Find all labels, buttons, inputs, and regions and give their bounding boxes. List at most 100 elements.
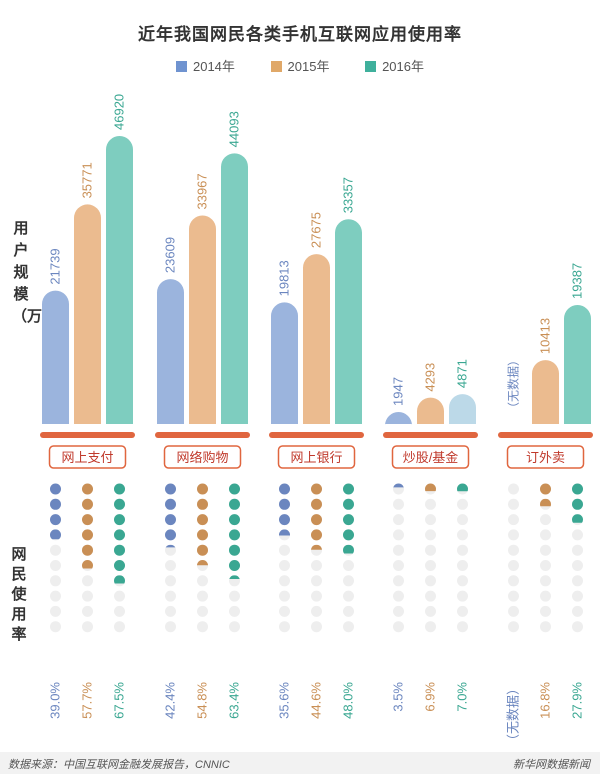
rate-dot-partial-1-0-4 bbox=[165, 544, 176, 548]
rate-dot-0-2-1 bbox=[114, 498, 125, 510]
rate-dot-bg-0-1-8 bbox=[82, 605, 93, 617]
rate-dot-bg-3-0-2 bbox=[393, 514, 404, 526]
rate-dot-1-1-1 bbox=[197, 498, 208, 510]
category-label-2: 网上银行 bbox=[290, 450, 342, 465]
rate-dot-bg-4-2-6 bbox=[572, 575, 583, 587]
rate-dot-bg-3-1-4 bbox=[425, 544, 436, 556]
rate-dot-bg-2-2-6 bbox=[343, 575, 354, 587]
value-label-1-2: 44093 bbox=[227, 111, 242, 147]
rate-label-3-1: 6.9% bbox=[423, 682, 438, 712]
legend-swatch-2015 bbox=[270, 61, 282, 72]
rate-dot-4-2-0 bbox=[572, 483, 583, 495]
value-label-4-0: （无数据） bbox=[506, 354, 521, 414]
rate-label-0-2: 67.5% bbox=[112, 682, 127, 719]
rate-dot-2-1-1 bbox=[311, 498, 322, 510]
rate-dot-bg-1-1-6 bbox=[197, 575, 208, 587]
rate-dot-bg-2-2-9 bbox=[343, 621, 354, 633]
rate-dot-partial-0-0-3 bbox=[50, 529, 61, 540]
rate-label-4-2: 27.9% bbox=[570, 682, 585, 719]
separator-1 bbox=[155, 432, 250, 438]
rate-dot-bg-3-1-7 bbox=[425, 590, 436, 602]
rate-dot-bg-3-2-1 bbox=[457, 498, 468, 510]
rate-dot-bg-3-0-7 bbox=[393, 590, 404, 602]
rate-dot-bg-4-0-6 bbox=[508, 575, 519, 587]
rate-dot-bg-1-0-7 bbox=[165, 590, 176, 602]
rate-dot-bg-3-0-5 bbox=[393, 560, 404, 571]
legend-label-2016: 2016年 bbox=[382, 59, 424, 74]
bar-0-1 bbox=[74, 204, 101, 424]
rate-dot-bg-2-0-8 bbox=[279, 605, 290, 617]
rate-dot-1-0-1 bbox=[165, 498, 176, 510]
rate-dot-1-2-3 bbox=[229, 529, 240, 541]
category-box-1 bbox=[163, 445, 242, 469]
category-label-1: 网络购物 bbox=[176, 450, 228, 465]
rate-dot-bg-2-0-4 bbox=[279, 544, 290, 556]
rate-dot-bg-1-0-6 bbox=[165, 575, 176, 587]
category-box-4 bbox=[506, 445, 585, 469]
rate-dot-partial-3-1-0 bbox=[425, 483, 436, 492]
rate-dot-1-2-5 bbox=[229, 560, 240, 571]
rate-dot-bg-0-0-8 bbox=[50, 605, 61, 617]
rate-dot-1-1-4 bbox=[197, 544, 208, 556]
legend: 2014年 2015年 2016年 bbox=[0, 56, 600, 75]
rate-dot-2-1-3 bbox=[311, 529, 322, 541]
rate-label-4-1: 16.8% bbox=[538, 682, 553, 719]
rate-dot-partial-0-2-6 bbox=[114, 575, 125, 584]
category-box-2 bbox=[277, 445, 356, 469]
rate-dot-bg-3-1-3 bbox=[425, 529, 436, 541]
category-box-0 bbox=[48, 445, 127, 469]
rate-dot-bg-3-1-5 bbox=[425, 560, 436, 571]
rate-dot-bg-4-1-2 bbox=[540, 514, 551, 526]
rate-dot-2-2-1 bbox=[343, 498, 354, 510]
separator-4 bbox=[498, 432, 593, 438]
rate-dot-1-1-3 bbox=[197, 529, 208, 541]
rate-dot-partial-2-0-3 bbox=[279, 529, 290, 536]
rate-dot-0-1-3 bbox=[82, 529, 93, 541]
rate-dot-bg-4-0-3 bbox=[508, 529, 519, 541]
rate-dot-bg-3-2-3 bbox=[457, 529, 468, 541]
rate-label-1-2: 63.4% bbox=[227, 682, 242, 719]
rate-dot-bg-4-0-5 bbox=[508, 560, 519, 571]
rate-dot-bg-0-2-8 bbox=[114, 605, 125, 617]
bar-4-1 bbox=[532, 360, 559, 424]
rate-dot-0-0-2 bbox=[50, 514, 61, 526]
rate-dot-bg-2-1-9 bbox=[311, 621, 322, 633]
category-box-3 bbox=[391, 445, 470, 469]
rate-dot-1-0-0 bbox=[165, 483, 176, 495]
rate-label-2-0: 35.6% bbox=[277, 682, 292, 719]
rate-dot-bg-0-0-7 bbox=[50, 590, 61, 602]
value-label-2-1: 27675 bbox=[309, 212, 324, 248]
rate-dot-0-1-4 bbox=[82, 544, 93, 556]
rate-dot-bg-0-0-6 bbox=[50, 575, 61, 587]
rate-dot-bg-1-1-8 bbox=[197, 605, 208, 617]
bar-1-1 bbox=[189, 215, 216, 424]
bar-2-1 bbox=[303, 254, 330, 424]
rate-dot-partial-2-1-4 bbox=[311, 544, 322, 550]
rate-label-1-0: 42.4% bbox=[163, 682, 178, 719]
rate-label-0-0: 39.0% bbox=[48, 682, 63, 719]
rate-dot-bg-2-1-8 bbox=[311, 605, 322, 617]
rate-dot-1-2-1 bbox=[229, 498, 240, 510]
value-label-3-2: 4871 bbox=[455, 359, 470, 388]
rate-dot-bg-4-1-9 bbox=[540, 621, 551, 633]
value-label-0-2: 46920 bbox=[112, 94, 127, 130]
rate-dot-bg-1-2-7 bbox=[229, 590, 240, 602]
category-label-3: 炒股/基金 bbox=[403, 450, 459, 465]
rate-label-4-0: （无数据） bbox=[506, 682, 521, 747]
value-label-1-0: 23609 bbox=[163, 237, 178, 273]
legend-swatch-2014 bbox=[175, 61, 187, 72]
rate-dot-bg-2-0-7 bbox=[279, 590, 290, 602]
rate-dot-bg-4-2-4 bbox=[572, 544, 583, 556]
rate-dot-bg-1-0-5 bbox=[165, 560, 176, 571]
rate-label-3-0: 3.5% bbox=[391, 682, 406, 712]
value-label-2-0: 19813 bbox=[277, 260, 292, 296]
rate-dot-1-2-4 bbox=[229, 544, 240, 556]
rate-dot-bg-4-0-0 bbox=[508, 483, 519, 495]
rate-dot-bg-4-2-9 bbox=[572, 621, 583, 633]
y-axis-label-scale: 用户规模（万） bbox=[12, 220, 58, 325]
rate-dot-bg-3-0-1 bbox=[393, 498, 404, 510]
rate-dot-bg-0-1-7 bbox=[82, 590, 93, 602]
rate-dot-0-2-5 bbox=[114, 560, 125, 571]
rate-dot-bg-1-2-9 bbox=[229, 621, 240, 633]
bar-2-0 bbox=[271, 302, 298, 424]
